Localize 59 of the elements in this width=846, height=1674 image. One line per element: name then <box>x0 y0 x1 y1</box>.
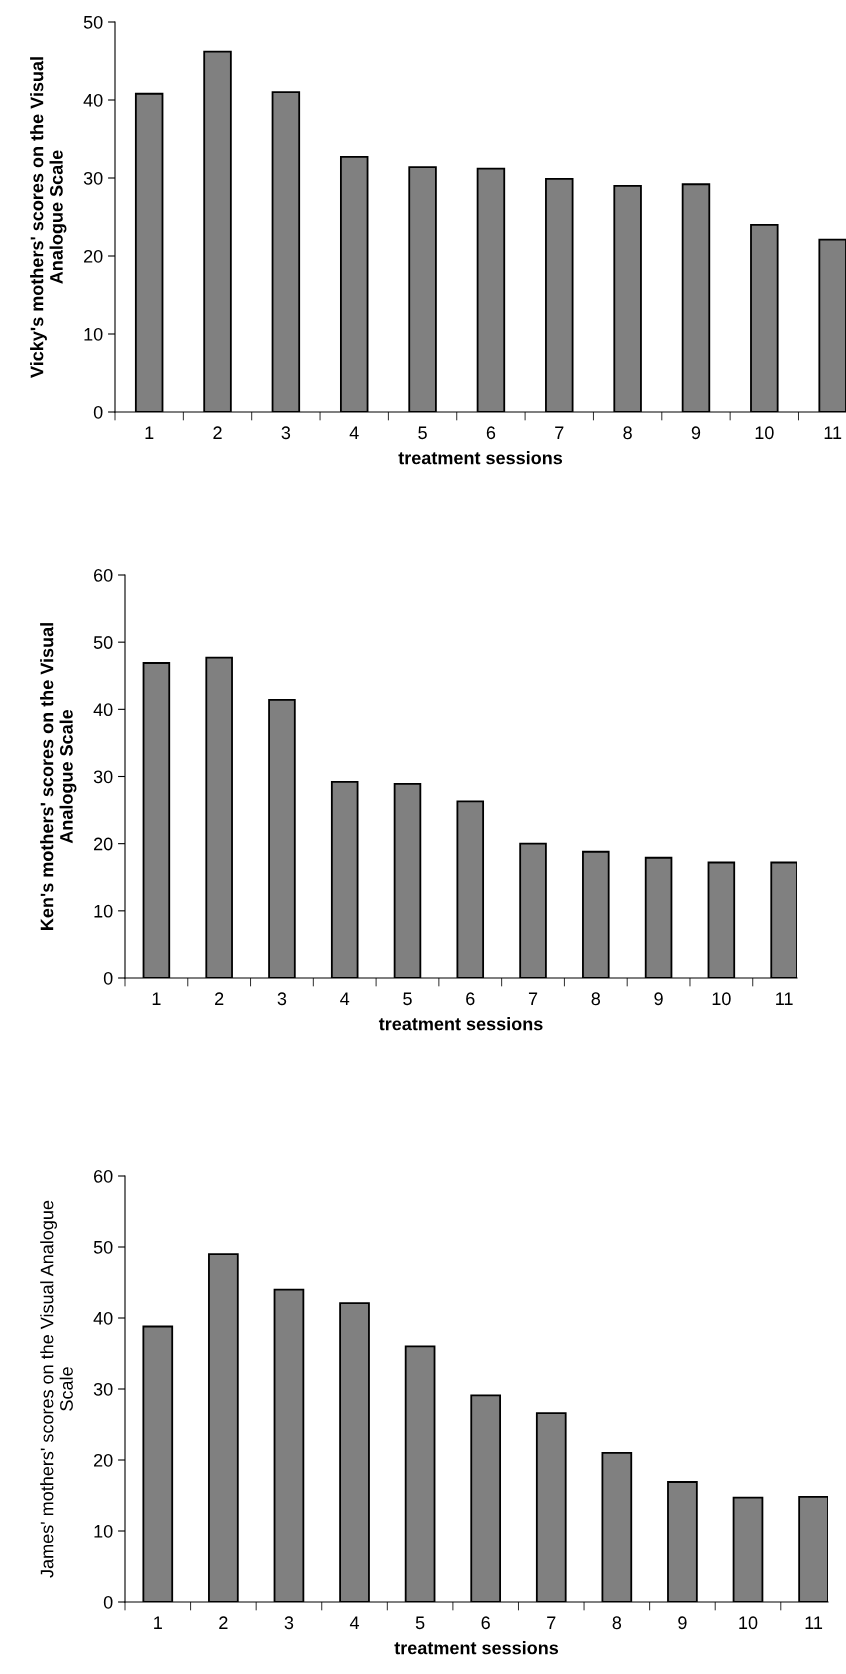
x-tick-label: 11 <box>805 1616 823 1629</box>
x-tick-label: 4 <box>340 992 350 1005</box>
y-tick-label: 10 <box>94 904 113 918</box>
y-axis-title: Vicky's mothers' scores on the Visual Analogue Scale <box>30 57 67 378</box>
y-tick-label: 40 <box>93 1311 113 1325</box>
x-tick-label: 7 <box>555 426 564 439</box>
x-tick-label: 3 <box>281 426 291 440</box>
x-tick-label: 8 <box>612 1616 622 1630</box>
x-tick-label: 1 <box>145 426 154 439</box>
y-tick-label: 30 <box>93 1382 113 1396</box>
x-tick-label: 11 <box>776 992 793 1005</box>
y-tick-label: 10 <box>84 327 103 341</box>
y-tick-label: 10 <box>94 1524 113 1538</box>
y-tick-label: 0 <box>103 971 113 985</box>
y-tick-label: 50 <box>83 15 103 29</box>
x-tick-label: 10 <box>755 426 774 440</box>
y-tick-label: 60 <box>94 568 113 582</box>
x-tick-label: 2 <box>213 426 222 439</box>
x-tick-label: 9 <box>654 992 663 1006</box>
x-tick-label: 3 <box>277 992 287 1006</box>
y-tick-label: 50 <box>93 1240 113 1254</box>
y-axis-title: Ken's mothers' scores on the Visual Analogue Scale <box>40 623 77 930</box>
x-tick-label: 11 <box>824 426 842 439</box>
x-axis-title: treatment sessions <box>398 451 563 465</box>
x-tick-label: 5 <box>403 992 412 1006</box>
y-tick-label: 40 <box>83 93 103 107</box>
x-tick-label: 3 <box>284 1616 294 1630</box>
y-tick-label: 50 <box>93 636 113 649</box>
y-tick-label: 30 <box>83 171 103 185</box>
x-tick-label: 2 <box>219 1616 228 1629</box>
x-tick-label: 7 <box>528 992 538 1005</box>
x-tick-label: 2 <box>215 992 224 1005</box>
x-tick-label: 6 <box>486 426 496 440</box>
y-tick-label: 20 <box>94 1453 113 1467</box>
x-tick-label: 8 <box>591 992 601 1006</box>
x-tick-label: 4 <box>349 1616 360 1629</box>
x-tick-label: 8 <box>623 426 632 440</box>
y-tick-label: 20 <box>94 837 113 851</box>
y-axis-title: James' mothers' scores on the Visual Analogue Scale <box>40 1200 73 1578</box>
x-tick-label: 6 <box>466 992 475 1006</box>
y-tick-label: 0 <box>93 405 103 419</box>
x-tick-label: 9 <box>678 1616 687 1630</box>
x-tick-label: 5 <box>418 426 427 440</box>
y-tick-label: 0 <box>103 1595 113 1609</box>
x-axis-title: treatment sessions <box>378 1017 543 1031</box>
x-tick-label: 1 <box>152 992 161 1005</box>
x-tick-label: 10 <box>712 992 731 1006</box>
y-tick-label: 60 <box>94 1169 113 1183</box>
y-tick-label: 30 <box>93 770 113 784</box>
x-tick-label: 7 <box>547 1616 556 1629</box>
y-tick-label: 40 <box>93 703 113 717</box>
x-tick-label: 6 <box>481 1616 490 1630</box>
y-tick-label: 20 <box>84 249 103 263</box>
x-tick-label: 1 <box>154 1616 162 1629</box>
x-axis-title: treatment sessions <box>394 1641 559 1655</box>
x-tick-label: 9 <box>691 426 701 440</box>
x-tick-label: 5 <box>415 1616 425 1630</box>
x-tick-label: 4 <box>349 426 359 439</box>
x-tick-label: 10 <box>739 1616 758 1630</box>
